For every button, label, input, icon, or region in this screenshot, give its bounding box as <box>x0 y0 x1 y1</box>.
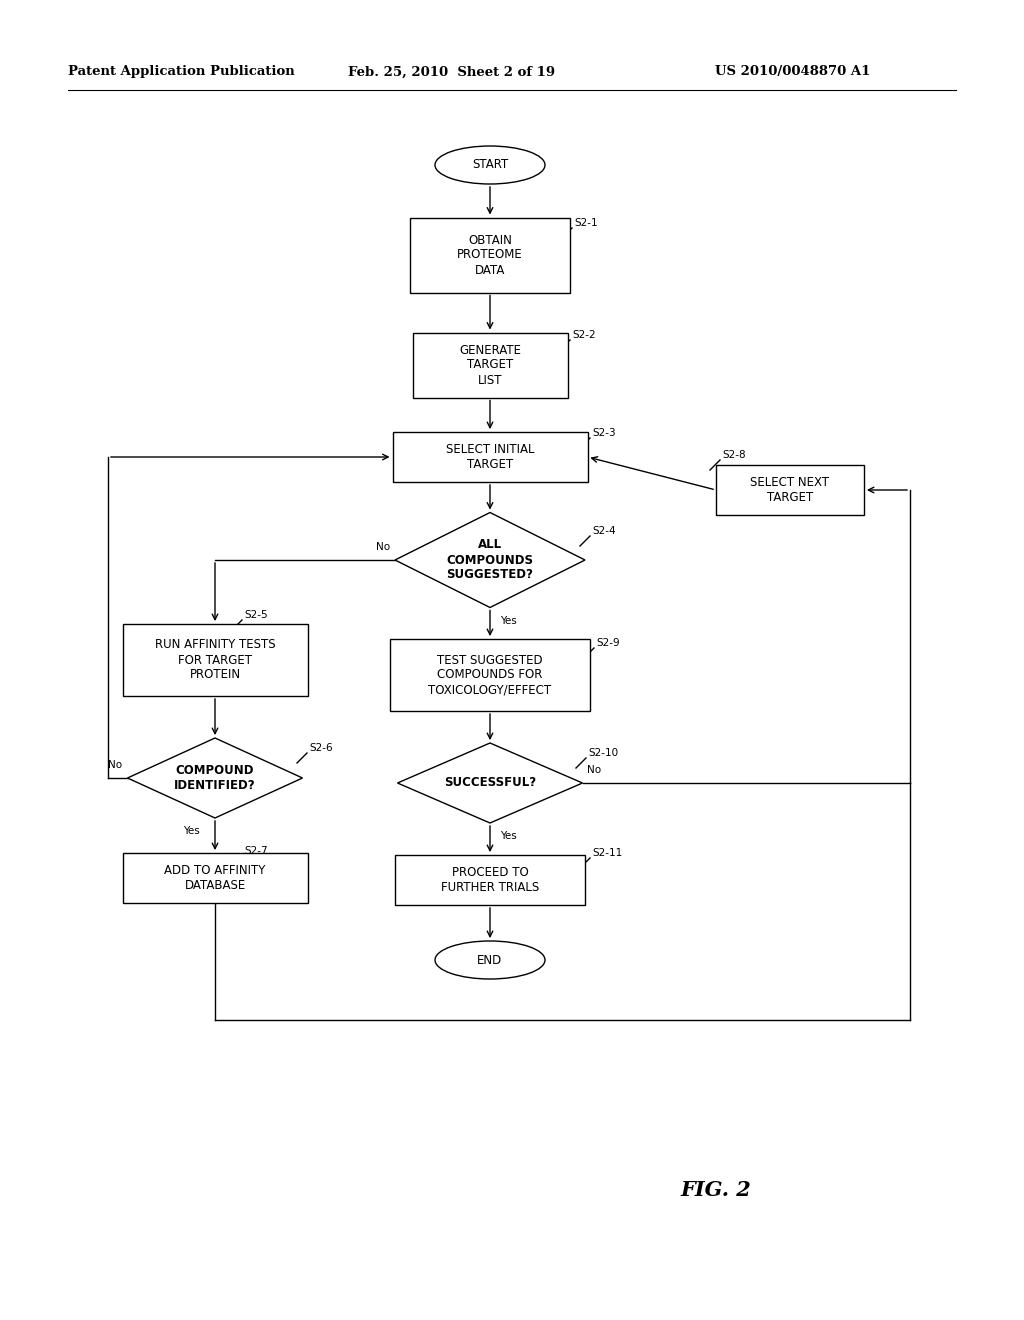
FancyBboxPatch shape <box>392 432 588 482</box>
Text: S2-4: S2-4 <box>592 525 615 536</box>
Text: ALL
COMPOUNDS
SUGGESTED?: ALL COMPOUNDS SUGGESTED? <box>446 539 534 582</box>
Text: Patent Application Publication: Patent Application Publication <box>68 66 295 78</box>
Text: US 2010/0048870 A1: US 2010/0048870 A1 <box>715 66 870 78</box>
Text: Yes: Yes <box>183 826 200 836</box>
Text: No: No <box>109 760 123 770</box>
Text: S2-3: S2-3 <box>592 428 615 438</box>
Ellipse shape <box>435 941 545 979</box>
FancyBboxPatch shape <box>410 218 570 293</box>
Text: No: No <box>588 766 602 775</box>
Text: S2-1: S2-1 <box>574 218 598 228</box>
FancyBboxPatch shape <box>413 333 567 397</box>
Text: S2-8: S2-8 <box>722 450 745 459</box>
Text: S2-5: S2-5 <box>244 610 267 620</box>
FancyBboxPatch shape <box>716 465 864 515</box>
Ellipse shape <box>435 147 545 183</box>
FancyBboxPatch shape <box>123 624 307 696</box>
Text: SUCCESSFUL?: SUCCESSFUL? <box>444 776 536 789</box>
FancyBboxPatch shape <box>390 639 590 711</box>
Text: FIG. 2: FIG. 2 <box>680 1180 751 1200</box>
Text: COMPOUND
IDENTIFIED?: COMPOUND IDENTIFIED? <box>174 764 256 792</box>
Polygon shape <box>128 738 302 818</box>
Text: SELECT INITIAL
TARGET: SELECT INITIAL TARGET <box>445 444 535 471</box>
Text: RUN AFFINITY TESTS
FOR TARGET
PROTEIN: RUN AFFINITY TESTS FOR TARGET PROTEIN <box>155 639 275 681</box>
Text: Yes: Yes <box>500 615 517 626</box>
Text: Yes: Yes <box>500 832 517 841</box>
Text: OBTAIN
PROTEOME
DATA: OBTAIN PROTEOME DATA <box>457 234 523 276</box>
Text: TEST SUGGESTED
COMPOUNDS FOR
TOXICOLOGY/EFFECT: TEST SUGGESTED COMPOUNDS FOR TOXICOLOGY/… <box>428 653 552 697</box>
Text: GENERATE
TARGET
LIST: GENERATE TARGET LIST <box>459 343 521 387</box>
Text: Feb. 25, 2010  Sheet 2 of 19: Feb. 25, 2010 Sheet 2 of 19 <box>348 66 555 78</box>
Polygon shape <box>397 743 583 822</box>
Text: No: No <box>376 543 390 552</box>
FancyBboxPatch shape <box>395 855 585 906</box>
Text: S2-9: S2-9 <box>596 638 620 648</box>
Text: START: START <box>472 158 508 172</box>
Polygon shape <box>395 512 585 607</box>
Text: S2-7: S2-7 <box>244 846 267 855</box>
Text: SELECT NEXT
TARGET: SELECT NEXT TARGET <box>751 477 829 504</box>
Text: S2-2: S2-2 <box>572 330 596 341</box>
Text: PROCEED TO
FURTHER TRIALS: PROCEED TO FURTHER TRIALS <box>441 866 539 894</box>
Text: END: END <box>477 953 503 966</box>
Text: S2-11: S2-11 <box>592 847 623 858</box>
FancyBboxPatch shape <box>123 853 307 903</box>
Text: S2-10: S2-10 <box>588 748 618 758</box>
Text: S2-6: S2-6 <box>309 743 333 752</box>
Text: ADD TO AFFINITY
DATABASE: ADD TO AFFINITY DATABASE <box>164 865 265 892</box>
